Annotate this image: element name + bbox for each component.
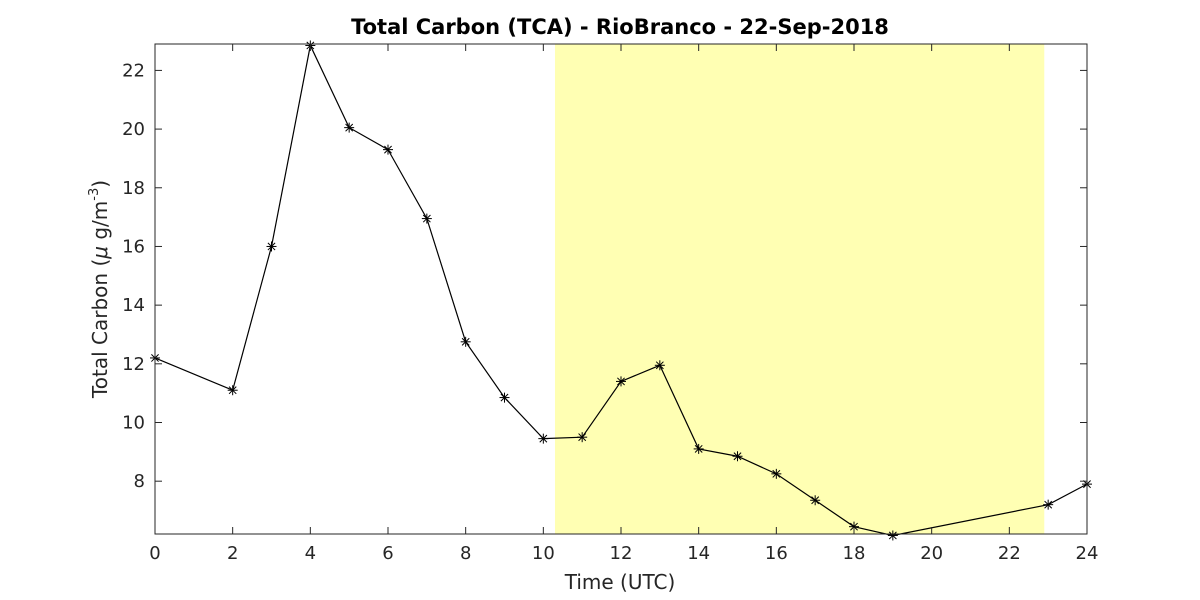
data-point-6 [421,213,432,224]
x-tick-label-8: 8 [460,543,471,564]
chart-title: Total Carbon (TCA) - RioBranco - 22-Sep-… [351,15,889,39]
y-tick-label-16: 16 [122,236,145,257]
y-axis-title-exponent: -3 [87,188,102,201]
x-tick-label-18: 18 [843,543,866,564]
data-point-17 [849,521,859,532]
x-axis-title: Time (UTC) [564,570,676,594]
y-tick-label-20: 20 [122,119,145,140]
y-tick-label-10: 10 [122,413,145,434]
shaded-region [554,44,1045,534]
data-point-15 [771,468,782,479]
data-point-12 [654,360,665,371]
y-axis-title: Total Carbon (μ g/m-3) [87,180,112,399]
x-tick-label-10: 10 [532,543,555,564]
x-tick-label-14: 14 [687,543,710,564]
y-tick-label-8: 8 [134,471,145,492]
y-axis-title-unit: g/m [88,201,112,246]
x-tick-label-4: 4 [305,543,316,564]
data-point-8 [499,392,510,403]
x-tick-label-6: 6 [382,543,393,564]
x-tick-label-16: 16 [765,543,788,564]
y-tick-label-14: 14 [122,295,145,316]
y-tick-label-22: 22 [122,60,145,81]
data-point-1 [227,385,238,396]
tick-layer [154,44,1088,534]
data-point-13 [693,443,704,454]
data-point-4 [344,122,355,133]
y-tick-label-12: 12 [122,354,145,375]
data-point-9 [538,433,549,444]
data-point-5 [383,144,393,155]
y-axis-title-prefix: Total Carbon ( [88,259,112,399]
data-point-11 [616,376,626,387]
y-tick-label-18: 18 [122,178,145,199]
shaded-region-layer [554,44,1045,534]
data-point-18 [887,530,898,541]
x-tick-label-24: 24 [1076,543,1099,564]
data-point-7 [460,336,471,347]
data-point-16 [810,495,821,506]
x-tick-label-22: 22 [998,543,1021,564]
x-tick-label-2: 2 [227,543,238,564]
data-point-14 [732,451,743,462]
data-point-19 [1043,499,1054,510]
data-point-10 [577,432,588,443]
x-tick-label-20: 20 [920,543,943,564]
y-axis-title-mu: μ [88,246,112,260]
data-point-2 [266,241,277,252]
x-tick-label-0: 0 [149,543,160,564]
y-axis-title-suffix: ) [88,180,112,188]
x-tick-label-12: 12 [610,543,633,564]
